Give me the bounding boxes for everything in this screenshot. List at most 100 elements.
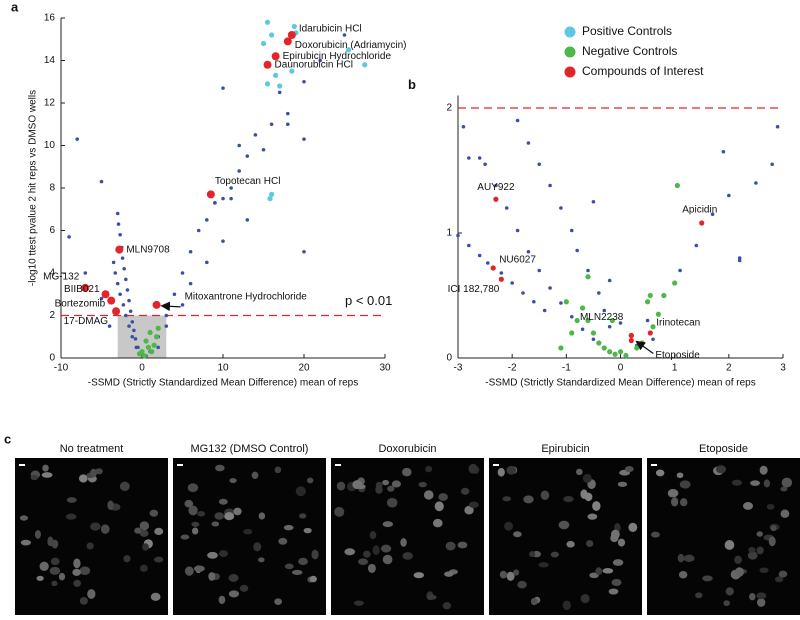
nucleus (311, 549, 319, 560)
data-point (467, 243, 471, 248)
point-label: MLN9708 (126, 244, 170, 255)
data-point (121, 303, 126, 307)
data-point (526, 249, 531, 254)
nucleus (464, 505, 474, 515)
nucleus (208, 572, 216, 581)
data-point (597, 291, 601, 295)
data-point (273, 72, 279, 78)
micrograph (647, 458, 800, 615)
nucleus (650, 531, 660, 538)
data-point (153, 334, 160, 340)
data-point (661, 292, 667, 299)
nucleus (386, 497, 398, 508)
nucleus (513, 569, 520, 576)
data-point (264, 81, 271, 87)
data-point (647, 292, 653, 299)
data-point (149, 349, 155, 355)
data-point (302, 137, 306, 141)
data-point (205, 218, 209, 222)
data-point (206, 190, 215, 199)
legend-label: Compounds of Interest (582, 64, 704, 78)
data-point (586, 268, 590, 273)
data-point (737, 256, 742, 260)
data-point (548, 286, 552, 290)
nucleus (218, 498, 228, 505)
point-label: NU6027 (499, 255, 536, 266)
point-label: Irinotecan (656, 318, 700, 329)
y-tick-label: 8 (49, 183, 55, 194)
nucleus (41, 472, 53, 478)
data-point (607, 278, 612, 283)
data-point (591, 199, 596, 204)
nucleus (624, 465, 634, 473)
nucleus (497, 467, 505, 477)
data-point (590, 330, 597, 336)
nucleus (334, 506, 345, 517)
scale-bar (335, 464, 341, 466)
y-axis-label: -log10 ttest pvalue 2 hit reps vs DMSO w… (28, 90, 39, 286)
nucleus (154, 527, 164, 536)
nucleus (367, 563, 376, 574)
nucleus (375, 485, 383, 494)
data-point (99, 179, 104, 184)
data-point (245, 218, 250, 222)
data-point (269, 32, 275, 38)
panel-label: b (408, 77, 416, 92)
data-point (269, 191, 275, 197)
data-point (775, 124, 780, 129)
nucleus (592, 501, 601, 511)
nucleus (291, 569, 303, 575)
nucleus (79, 596, 88, 605)
data-point (101, 290, 110, 299)
data-point (127, 298, 131, 303)
nucleus (595, 567, 603, 576)
data-point (602, 308, 607, 313)
nucleus (215, 464, 225, 472)
nucleus (584, 492, 593, 502)
data-point (542, 308, 547, 313)
data-point (156, 345, 160, 350)
point-label: Apicidin (682, 205, 717, 216)
data-point (674, 182, 680, 189)
data-point (213, 201, 217, 205)
point-label: Mitoxantrone Hydrochloride (185, 292, 308, 303)
nucleus (36, 575, 44, 581)
nucleus (184, 499, 194, 508)
data-point (650, 324, 656, 330)
nucleus (369, 531, 377, 540)
data-point (737, 258, 742, 263)
nucleus (580, 593, 590, 604)
data-point (151, 342, 157, 348)
nucleus (142, 543, 149, 551)
x-tick-label: 20 (298, 363, 310, 374)
nucleus (239, 584, 249, 592)
nucleus (766, 503, 775, 510)
point-label: Idarubicin HCl (299, 24, 362, 35)
nucleus (517, 580, 527, 589)
nucleus (197, 510, 205, 517)
data-point (245, 154, 250, 158)
data-point (559, 301, 563, 305)
data-point (116, 222, 121, 226)
data-point (678, 268, 682, 273)
nucleus (228, 573, 239, 582)
nucleus (563, 496, 574, 503)
data-point (289, 68, 295, 74)
data-point (112, 307, 121, 316)
nucleus (611, 578, 622, 587)
nucleus (100, 524, 110, 534)
data-point (559, 206, 563, 210)
y-tick-label: 2 (446, 103, 452, 114)
data-point (221, 196, 225, 201)
nucleus (123, 555, 131, 563)
nucleus (432, 518, 443, 528)
nucleus (86, 542, 94, 550)
nucleus (502, 496, 512, 502)
nucleus (781, 477, 793, 488)
y-tick-label: 14 (44, 55, 56, 66)
data-point (132, 328, 136, 333)
data-point (569, 228, 574, 233)
data-point (601, 345, 607, 351)
nucleus (566, 540, 575, 548)
nucleus (284, 563, 294, 570)
